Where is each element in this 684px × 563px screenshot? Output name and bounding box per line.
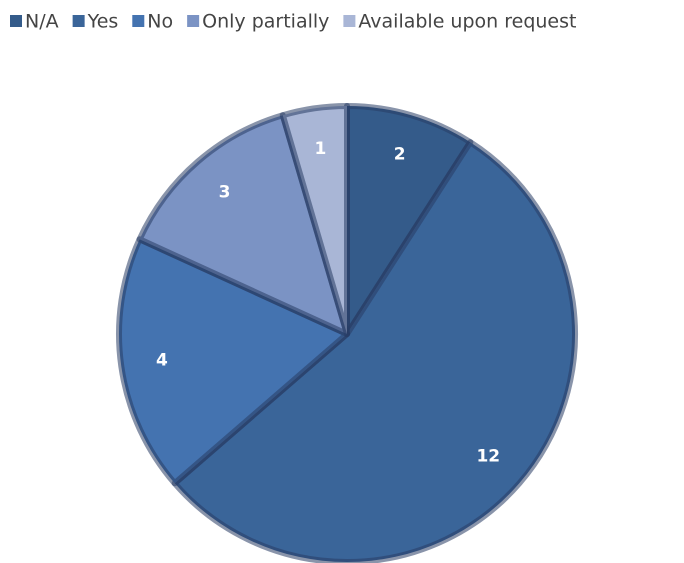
legend-entry: No [147, 11, 173, 33]
legend-swatch [187, 15, 200, 27]
data-label: 12 [476, 446, 500, 466]
pie-slice [279, 103, 350, 337]
data-label: 4 [156, 351, 168, 371]
data-label: 1 [314, 139, 326, 159]
pie-slice [344, 103, 474, 337]
pie-slice [116, 236, 350, 487]
pie-slice [136, 112, 350, 337]
data-label: 3 [219, 183, 231, 203]
legend-swatch [343, 15, 356, 27]
pie-slice [171, 139, 578, 563]
data-label: 2 [394, 145, 406, 165]
legend-entry: Yes [87, 11, 119, 33]
legend-swatch [10, 15, 22, 27]
legend-entry: N/A [25, 11, 59, 33]
legend-entry: Available upon request [358, 11, 576, 33]
legend-swatch [132, 15, 145, 27]
legend-swatch [72, 15, 85, 27]
legend-entry: Only partially [202, 11, 329, 33]
